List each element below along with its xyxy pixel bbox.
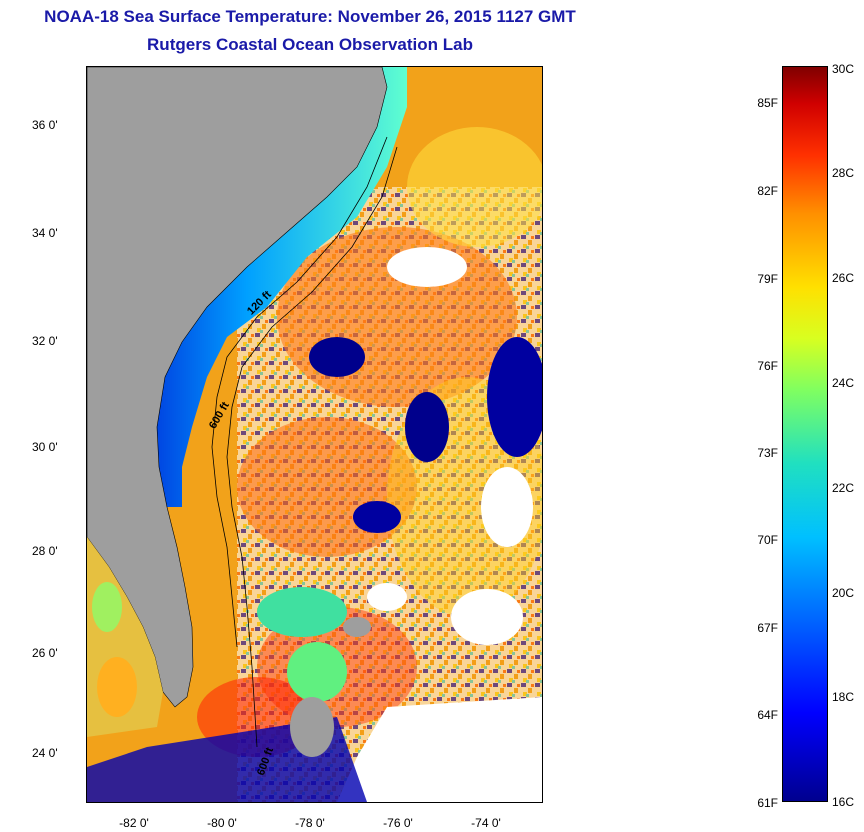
no-data-patch bbox=[387, 247, 467, 287]
colorbar-celsius-label: 24C bbox=[832, 376, 855, 390]
colorbar-celsius-label: 18C bbox=[832, 690, 855, 704]
gulf-warm-patch bbox=[97, 657, 137, 717]
no-data-patch bbox=[451, 589, 523, 645]
longitude-label: -76 0' bbox=[383, 816, 413, 830]
colorbar-celsius-label: 30C bbox=[832, 62, 855, 76]
latitude-label: 28 0' bbox=[32, 544, 58, 558]
colorbar-fahrenheit-label: 73F bbox=[757, 446, 778, 460]
colorbar-fahrenheit-label: 64F bbox=[757, 708, 778, 722]
no-data-patch bbox=[367, 583, 407, 611]
latitude-label: 34 0' bbox=[32, 226, 58, 240]
latitude-label: 26 0' bbox=[32, 646, 58, 660]
colorbar-fahrenheit-label: 67F bbox=[757, 621, 778, 635]
colorbar-celsius-label: 26C bbox=[832, 271, 855, 285]
longitude-label: -74 0' bbox=[471, 816, 501, 830]
cloud-patch bbox=[309, 337, 365, 377]
map-subtitle: Rutgers Coastal Ocean Observation Lab bbox=[147, 35, 473, 54]
no-data-area bbox=[337, 697, 542, 802]
latitude-label: 30 0' bbox=[32, 440, 58, 454]
colorbar-fahrenheit-label: 85F bbox=[757, 96, 778, 110]
no-data-patch bbox=[481, 467, 533, 547]
bahamas-island bbox=[290, 697, 334, 757]
gulf-cool-patch bbox=[92, 582, 122, 632]
colorbar-celsius-label: 16C bbox=[832, 795, 855, 809]
sst-map-graphic bbox=[87, 67, 542, 802]
cloud-patch bbox=[487, 337, 542, 457]
contour-120ft bbox=[211, 136, 388, 648]
colorbar-celsius-label: 22C bbox=[832, 481, 855, 495]
colorbar-fahrenheit-label: 61F bbox=[757, 796, 778, 810]
colorbar-fahrenheit-label: 79F bbox=[757, 272, 778, 286]
colorbar-fahrenheit-label: 82F bbox=[757, 184, 778, 198]
longitude-label: -80 0' bbox=[207, 816, 237, 830]
colorbar-celsius-label: 28C bbox=[832, 166, 855, 180]
colorbar-fahrenheit-label: 76F bbox=[757, 359, 778, 373]
bahamas-island bbox=[343, 617, 371, 637]
bahamas-bank bbox=[257, 587, 347, 637]
cloud-patch bbox=[405, 392, 449, 462]
cloud-patch bbox=[353, 501, 401, 533]
contour-600ft bbox=[226, 146, 398, 748]
temperature-colorbar bbox=[782, 66, 828, 802]
map-title: NOAA-18 Sea Surface Temperature: Novembe… bbox=[44, 7, 576, 26]
latitude-label: 32 0' bbox=[32, 334, 58, 348]
latitude-label: 36 0' bbox=[32, 118, 58, 132]
sst-map: 120 ft 600 ft 600 ft bbox=[86, 66, 543, 803]
longitude-label: -78 0' bbox=[295, 816, 325, 830]
latitude-label: 24 0' bbox=[32, 746, 58, 760]
warm-water-patch bbox=[407, 127, 542, 247]
bahamas-bank bbox=[287, 642, 347, 702]
longitude-label: -82 0' bbox=[119, 816, 149, 830]
colorbar-celsius-label: 20C bbox=[832, 586, 855, 600]
colorbar-fahrenheit-label: 70F bbox=[757, 533, 778, 547]
